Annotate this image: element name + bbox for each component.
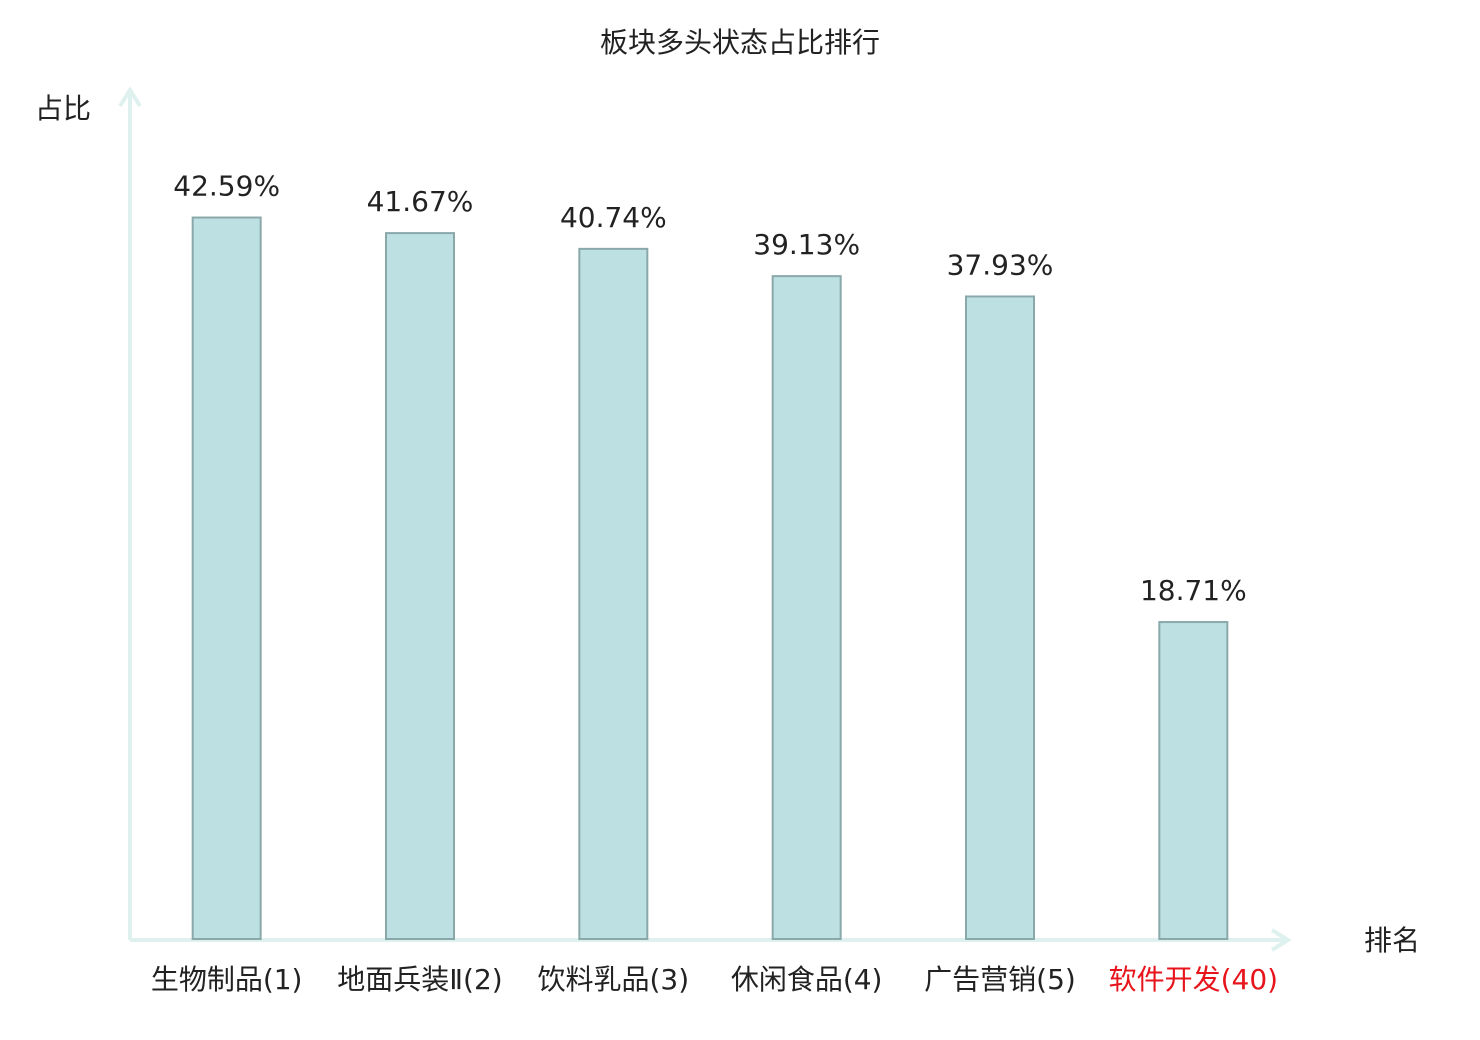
x-tick-label: 生物制品(1) xyxy=(150,963,303,996)
value-label: 39.13% xyxy=(753,228,860,261)
x-axis-label: 排名 xyxy=(1364,924,1420,957)
bar xyxy=(1158,621,1229,940)
y-axis-label: 占比 xyxy=(35,92,91,125)
x-tick-label: 休闲食品(4) xyxy=(730,963,883,996)
value-label: 18.71% xyxy=(1140,574,1247,607)
y-axis xyxy=(118,86,142,940)
x-tick-label: 广告营销(5) xyxy=(924,963,1076,996)
bar xyxy=(771,275,842,940)
bar xyxy=(578,247,649,941)
bar xyxy=(385,232,455,940)
chart-title: 板块多头状态占比排行 xyxy=(600,26,880,59)
value-label: 42.59% xyxy=(173,170,280,203)
bar xyxy=(965,295,1035,940)
value-label: 40.74% xyxy=(560,201,667,234)
bar xyxy=(191,216,262,941)
x-tick-label: 地面兵装Ⅱ(2) xyxy=(337,963,503,996)
x-tick-label: 软件开发(40) xyxy=(1108,963,1279,996)
x-axis xyxy=(130,928,1292,952)
value-label: 41.67% xyxy=(367,185,474,218)
value-label: 37.93% xyxy=(947,248,1054,281)
x-tick-label: 饮料乳品(3) xyxy=(537,963,690,996)
